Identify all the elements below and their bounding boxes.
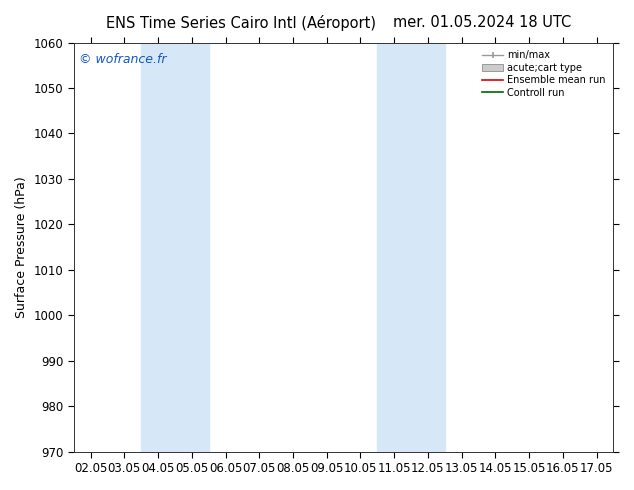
Y-axis label: Surface Pressure (hPa): Surface Pressure (hPa) bbox=[15, 176, 28, 318]
Text: ENS Time Series Cairo Intl (Aéroport): ENS Time Series Cairo Intl (Aéroport) bbox=[106, 15, 376, 31]
Legend: min/max, acute;cart type, Ensemble mean run, Controll run: min/max, acute;cart type, Ensemble mean … bbox=[479, 48, 609, 100]
Text: mer. 01.05.2024 18 UTC: mer. 01.05.2024 18 UTC bbox=[392, 15, 571, 30]
Bar bbox=[377, 43, 445, 452]
Text: © wofrance.fr: © wofrance.fr bbox=[79, 53, 167, 66]
Bar bbox=[141, 43, 209, 452]
